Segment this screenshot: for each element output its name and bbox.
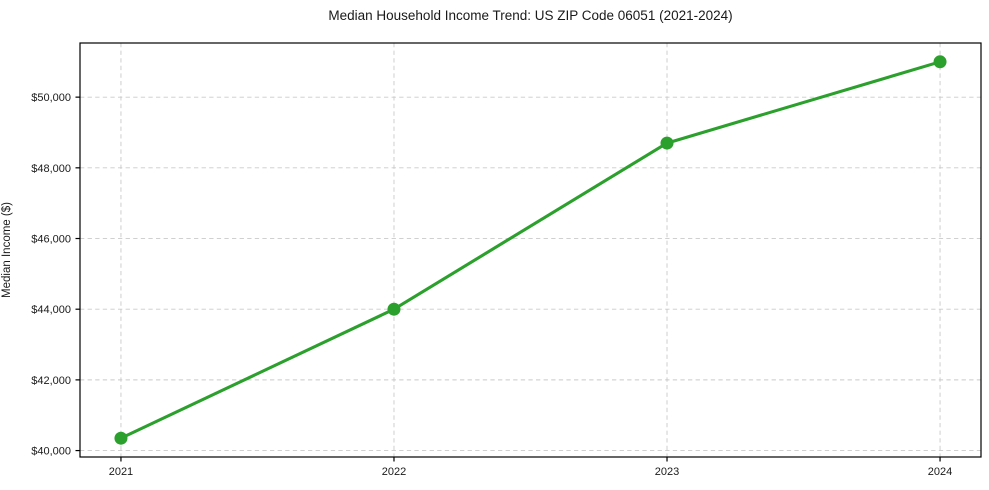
y-tick-label: $40,000 bbox=[31, 446, 71, 458]
x-tick-label: 2024 bbox=[928, 466, 952, 478]
data-point-2022 bbox=[387, 302, 401, 316]
data-point-2021 bbox=[114, 431, 128, 445]
x-tick-label: 2021 bbox=[109, 466, 133, 478]
y-tick-label: $44,000 bbox=[31, 304, 71, 316]
x-tick-label: 2022 bbox=[382, 466, 406, 478]
y-tick-label: $50,000 bbox=[31, 92, 71, 104]
chart-title: Median Household Income Trend: US ZIP Co… bbox=[328, 8, 733, 23]
y-tick-label: $46,000 bbox=[31, 234, 71, 246]
plot-border bbox=[79, 42, 982, 458]
trend-line bbox=[119, 60, 942, 440]
data-point-2024 bbox=[933, 55, 947, 69]
y-tick-label: $42,000 bbox=[31, 375, 71, 387]
data-point-2023 bbox=[660, 136, 674, 150]
x-tick-label: 2023 bbox=[655, 466, 679, 478]
y-tick-label: $48,000 bbox=[31, 163, 71, 175]
